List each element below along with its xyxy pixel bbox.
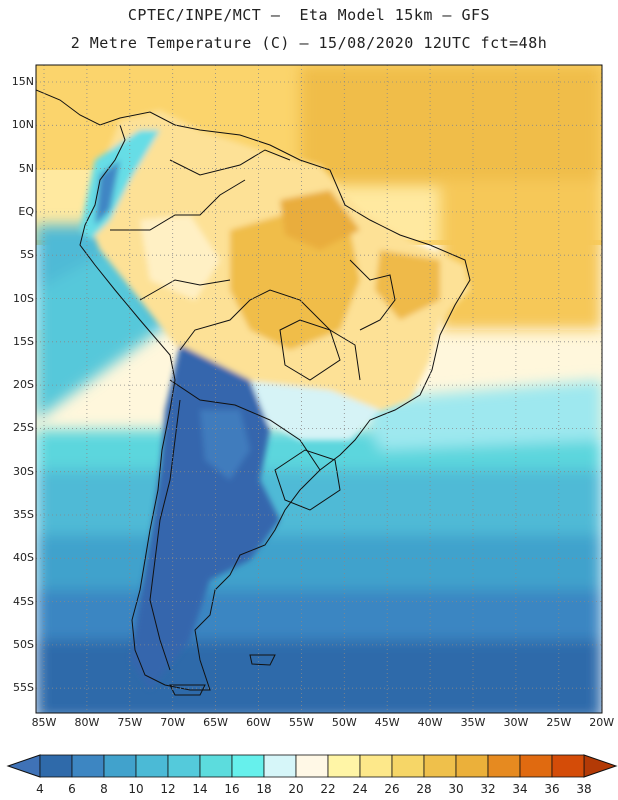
colorbar-segment (71, 754, 105, 778)
field-band-mid-blue (36, 535, 602, 595)
lat-label: 30S (13, 464, 34, 478)
border-venezuela-brazil (169, 149, 291, 176)
lon-label: 30W (503, 716, 529, 729)
border-chile-argentina (149, 399, 181, 671)
colorbar-tick-label: 18 (256, 782, 272, 796)
border-brazil-states (349, 259, 396, 331)
chart-title-line1: CPTEC/INPE/MCT – Eta Model 15km – GFS (127, 6, 491, 24)
lon-label: 25W (546, 716, 572, 729)
colorbar-tick-label: 36 (544, 782, 560, 796)
lon-label: 50W (331, 716, 357, 729)
colorbar-tick-label: 6 (68, 782, 76, 796)
lon-label: 40W (417, 716, 443, 729)
lon-label: 80W (74, 716, 100, 729)
colorbar-tick-label: 34 (512, 782, 528, 796)
field-band-deep-blue (36, 640, 602, 713)
lat-label: 15N (11, 75, 34, 88)
falklands (249, 654, 276, 666)
colorbar-segment (455, 754, 489, 778)
colorbar-tick-label: 26 (384, 782, 400, 796)
land-andes-peak (95, 160, 120, 225)
lon-label: 75W (117, 716, 143, 729)
colorbar-segment (199, 754, 233, 778)
colorbar-segment (135, 754, 169, 778)
chart-title-line2: 2 Metre Temperature (C) – 15/08/2020 12U… (70, 34, 548, 52)
lat-label: 10S (13, 291, 34, 305)
land-hot-northeast (375, 250, 440, 320)
land-hot-center (280, 190, 360, 250)
lat-label: EQ (18, 204, 34, 218)
colorbar-segment (551, 754, 585, 778)
lat-label: 25S (13, 421, 34, 435)
lat-label: 10N (11, 118, 34, 132)
colorbar-segment (295, 754, 329, 778)
field-pacific-cyan (36, 250, 160, 420)
colorbar-tick-label: 8 (100, 782, 108, 796)
field-band-orange-ne (300, 65, 602, 185)
colorbar-segment (487, 754, 521, 778)
colorbar-segment (359, 754, 393, 778)
map-frame (35, 64, 603, 714)
lon-label: 35W (460, 716, 486, 729)
colorbar-segment (231, 754, 265, 778)
land-pale-south (240, 380, 380, 440)
border-colombia-brazil (110, 179, 246, 231)
lon-label: 65W (203, 716, 229, 729)
colorbar-segment (167, 754, 201, 778)
grid-lines (36, 65, 603, 713)
land-cold-argentina (200, 410, 250, 480)
tierra-del-fuego (169, 684, 206, 696)
borders (36, 89, 471, 696)
colorbar-tick-label: 24 (352, 782, 368, 796)
lat-label: 55S (13, 681, 34, 695)
lon-label: 45W (374, 716, 400, 729)
colorbar-tick-label: 16 (224, 782, 240, 796)
lat-label: 40S (13, 551, 34, 565)
lon-label: 55W (288, 716, 314, 729)
lat-label: 35S (13, 508, 34, 521)
colorbar (6, 754, 618, 778)
lat-label: 50S (13, 637, 34, 651)
colorbar-tick-label: 30 (448, 782, 464, 796)
lat-label: 45S (13, 594, 34, 608)
colorbar-tick-label: 38 (576, 782, 592, 796)
colorbar-tick-label: 32 (480, 782, 496, 796)
lat-label: 5N (18, 161, 34, 175)
field-band-light-blue (36, 470, 602, 540)
colorbar-segment (519, 754, 553, 778)
colorbar-segment (39, 754, 73, 778)
lon-label: 20W (589, 716, 615, 729)
border-peru-brazil (139, 279, 231, 301)
temperature-field (36, 65, 602, 713)
lat-label: 5S (20, 248, 34, 262)
colorbar-segment (327, 754, 361, 778)
colorbar-tick-label: 20 (288, 782, 304, 796)
colorbar-segment (391, 754, 425, 778)
lon-label: 70W (160, 716, 186, 729)
colorbar-tick-label: 22 (320, 782, 336, 796)
lon-label: 60W (246, 716, 271, 729)
colorbar-tick-label: 12 (160, 782, 176, 796)
colorbar-arrow-min (6, 754, 41, 778)
land-cream-amazon (140, 215, 220, 300)
colorbar-tick-label: 10 (128, 782, 144, 796)
colorbar-segment (103, 754, 137, 778)
colorbar-segment (263, 754, 297, 778)
field-band-pale-cyan (360, 380, 602, 450)
border-uruguay (274, 449, 341, 511)
colorbar-tick-label: 14 (192, 782, 208, 796)
lat-label: 20S (13, 378, 34, 392)
border-argentina-north (169, 379, 321, 471)
border-bolivia-brazil (179, 289, 361, 381)
colorbar-arrow-max (583, 754, 618, 778)
colorbar-segment (423, 754, 457, 778)
lon-label: 85W (31, 716, 57, 729)
colorbar-tick-label: 28 (416, 782, 432, 796)
colorbar-tick-label: 4 (36, 782, 44, 796)
coastline (36, 89, 471, 691)
border-paraguay (279, 319, 341, 381)
lat-label: 15S (13, 334, 34, 348)
